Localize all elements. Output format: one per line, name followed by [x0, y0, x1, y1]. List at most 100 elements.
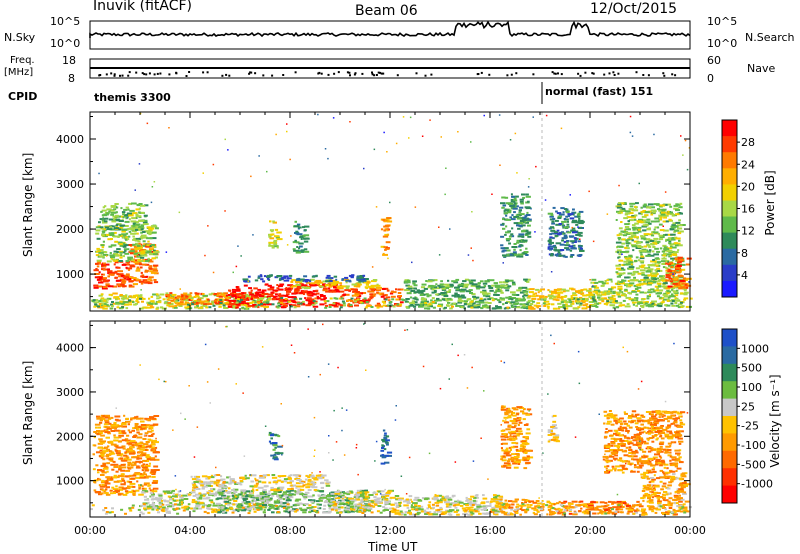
power-cell — [619, 289, 622, 292]
velocity-cell — [114, 415, 121, 418]
power-cell — [652, 290, 656, 293]
power-cell — [147, 231, 152, 234]
power-cell — [667, 296, 671, 299]
power-ground-cell — [576, 298, 580, 301]
power-cell — [556, 232, 563, 235]
power-cell — [422, 293, 426, 296]
freq-unit: [MHz] — [4, 67, 34, 78]
velocity-cell — [149, 424, 155, 427]
power-cell — [169, 292, 173, 295]
power-cell — [469, 282, 474, 285]
velocity-cell — [363, 489, 368, 492]
nave-dot — [557, 72, 559, 75]
power-speckle — [550, 271, 553, 273]
velocity-cell — [323, 511, 330, 514]
power-cell — [600, 297, 607, 300]
power-cell — [566, 305, 573, 308]
power-cell — [676, 282, 681, 285]
power-cell — [558, 306, 564, 308]
velocity-cell — [254, 503, 260, 506]
power-cell — [674, 229, 680, 232]
power-cell — [675, 244, 679, 247]
power-cell — [263, 275, 267, 278]
velocity-cell — [144, 498, 150, 501]
power-cell — [612, 290, 616, 293]
power-cell — [101, 246, 105, 249]
velocity-cell — [94, 491, 101, 493]
power-cell — [132, 243, 138, 246]
velocity-cell — [116, 419, 121, 422]
nave-dot — [515, 72, 518, 75]
power-cell — [431, 297, 435, 300]
velocity-cell — [94, 423, 101, 426]
power-cell — [657, 285, 662, 288]
nave-dot — [119, 74, 121, 77]
power-cell — [117, 283, 121, 286]
velocity-cell — [110, 476, 113, 479]
velocity-cell — [126, 440, 129, 443]
power-ground-cell — [333, 297, 337, 300]
power-cell — [526, 301, 531, 304]
power-cell — [459, 300, 466, 303]
power-cell — [100, 297, 105, 300]
power-cell — [458, 285, 464, 287]
power-cell — [566, 220, 569, 223]
power-cell — [285, 288, 291, 290]
power-ground-cell — [386, 304, 390, 307]
power-cell — [420, 304, 423, 307]
power-cell — [674, 294, 679, 297]
velocity-cell — [171, 489, 175, 492]
power-cell — [146, 226, 152, 229]
power-cell — [399, 288, 404, 291]
power-cell — [639, 269, 646, 272]
power-ground-cell — [670, 302, 674, 305]
velocity-cell — [128, 490, 131, 493]
power-speckle — [544, 199, 547, 201]
power-cell — [547, 240, 552, 243]
velocity-cell — [251, 474, 257, 477]
power-cell — [147, 282, 153, 285]
power-cell — [112, 259, 119, 262]
power-cell — [630, 234, 637, 237]
power-cell — [327, 283, 332, 286]
velocity-cell — [284, 501, 289, 504]
power-cell — [517, 253, 524, 256]
velocity-cell — [110, 416, 114, 419]
power-cell — [376, 286, 382, 289]
power-cell — [629, 282, 635, 285]
nave-dot — [579, 74, 582, 77]
power-cell — [563, 226, 569, 229]
power-cell — [618, 253, 623, 256]
power-cell — [356, 282, 361, 285]
power-cell — [576, 215, 581, 218]
velocity-cell — [129, 491, 133, 494]
power-cell — [679, 224, 686, 226]
power-cell — [617, 237, 622, 239]
power-cell — [299, 291, 304, 294]
power-cell — [521, 193, 524, 196]
power-cell — [666, 292, 670, 295]
power-cell — [560, 207, 565, 210]
velocity-cell — [113, 421, 117, 424]
power-cell — [666, 247, 673, 250]
velocity-cell — [228, 475, 231, 478]
power-cell — [563, 240, 569, 243]
power-cell — [662, 300, 665, 303]
power-cell — [310, 282, 316, 285]
power-ground-cell — [92, 299, 96, 302]
power-cell — [513, 243, 517, 245]
power-cell — [519, 303, 525, 306]
power-cell — [183, 292, 188, 295]
power-ground-cell — [238, 300, 242, 303]
power-cell — [93, 269, 99, 272]
power-cell — [653, 289, 659, 292]
power-cell — [153, 265, 157, 268]
power-cell — [441, 288, 447, 291]
velocity-cell — [111, 486, 115, 489]
power-cell — [362, 298, 365, 301]
power-cell — [385, 296, 391, 299]
power-cell — [488, 285, 492, 288]
velocity-cell — [311, 486, 318, 489]
velocity-cell — [178, 499, 182, 502]
power-cell — [208, 293, 212, 296]
